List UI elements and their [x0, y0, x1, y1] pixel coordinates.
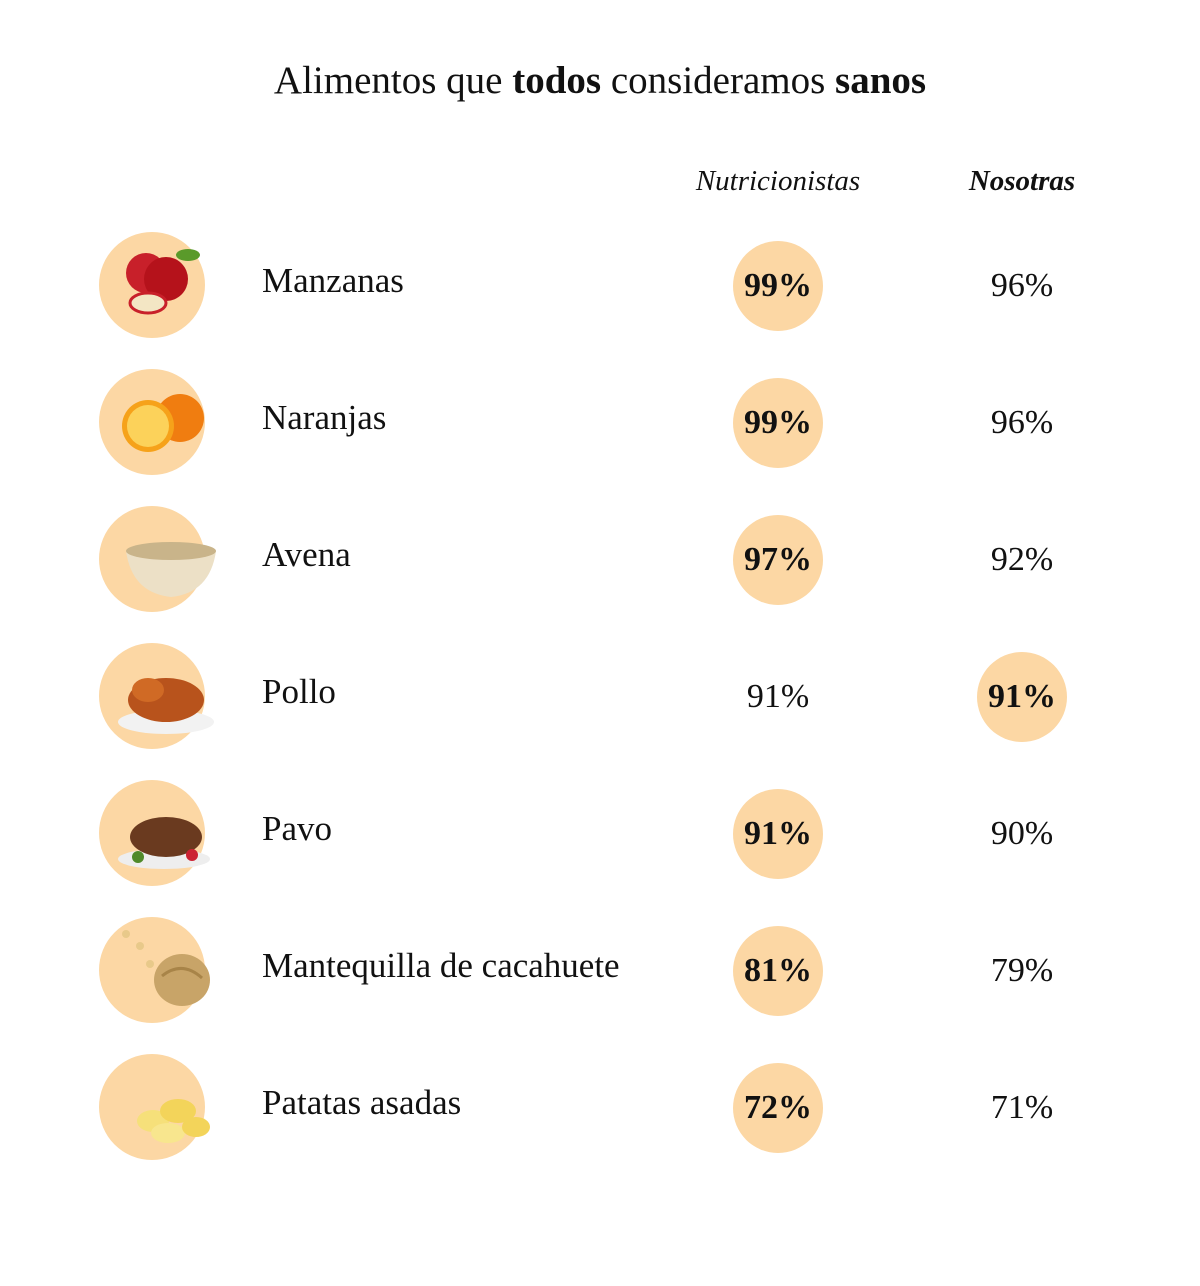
value: 96%: [990, 267, 1054, 304]
food-icon: [99, 232, 205, 338]
highlighted-value: 99%: [733, 241, 823, 331]
food-name: Patatas asadas: [262, 1083, 462, 1122]
value: 90%: [990, 815, 1054, 852]
table-row: Avena 97% 92%: [0, 505, 1200, 615]
column-header: Nutricionistas: [695, 165, 861, 197]
food-icon: [99, 780, 210, 886]
food-name: Mantequilla de cacahuete: [262, 946, 620, 985]
title: Alimentos que todos consideramos sanos: [0, 58, 1200, 103]
table-row: Pollo 91% 91%: [0, 642, 1200, 752]
food-name: Pollo: [262, 672, 336, 711]
highlighted-value: 91%: [977, 652, 1067, 742]
table-row: Patatas asadas 72% 71%: [0, 1053, 1200, 1163]
value: 91%: [746, 678, 810, 715]
food-icon: [99, 506, 216, 612]
highlighted-value: 81%: [733, 926, 823, 1016]
food-icon: [99, 643, 214, 749]
value: 92%: [990, 541, 1054, 578]
food-name: Manzanas: [262, 261, 404, 300]
food-icon: [99, 1054, 210, 1160]
highlighted-value: 97%: [733, 515, 823, 605]
highlighted-value: 99%: [733, 378, 823, 468]
food-icon: [99, 369, 205, 475]
food-name: Naranjas: [262, 398, 387, 437]
food-icon: [99, 917, 210, 1023]
table-row: Naranjas 99% 96%: [0, 368, 1200, 478]
table-row: Mantequilla de cacahuete 81% 79%: [0, 916, 1200, 1026]
value: 79%: [990, 952, 1054, 989]
title-part: sanos: [835, 59, 927, 102]
highlighted-value: 91%: [733, 789, 823, 879]
title-part: consideramos: [610, 59, 826, 102]
food-name: Avena: [262, 535, 351, 574]
table-row: Manzanas 99% 96%: [0, 231, 1200, 341]
value: 71%: [990, 1089, 1054, 1126]
title-part: todos: [512, 59, 602, 102]
table-row: Pavo 91% 90%: [0, 779, 1200, 889]
highlighted-value: 72%: [733, 1063, 823, 1153]
food-name: Pavo: [262, 809, 332, 848]
column-header: Nosotras: [968, 165, 1076, 197]
value: 96%: [990, 404, 1054, 441]
title-part: Alimentos que: [273, 59, 503, 102]
